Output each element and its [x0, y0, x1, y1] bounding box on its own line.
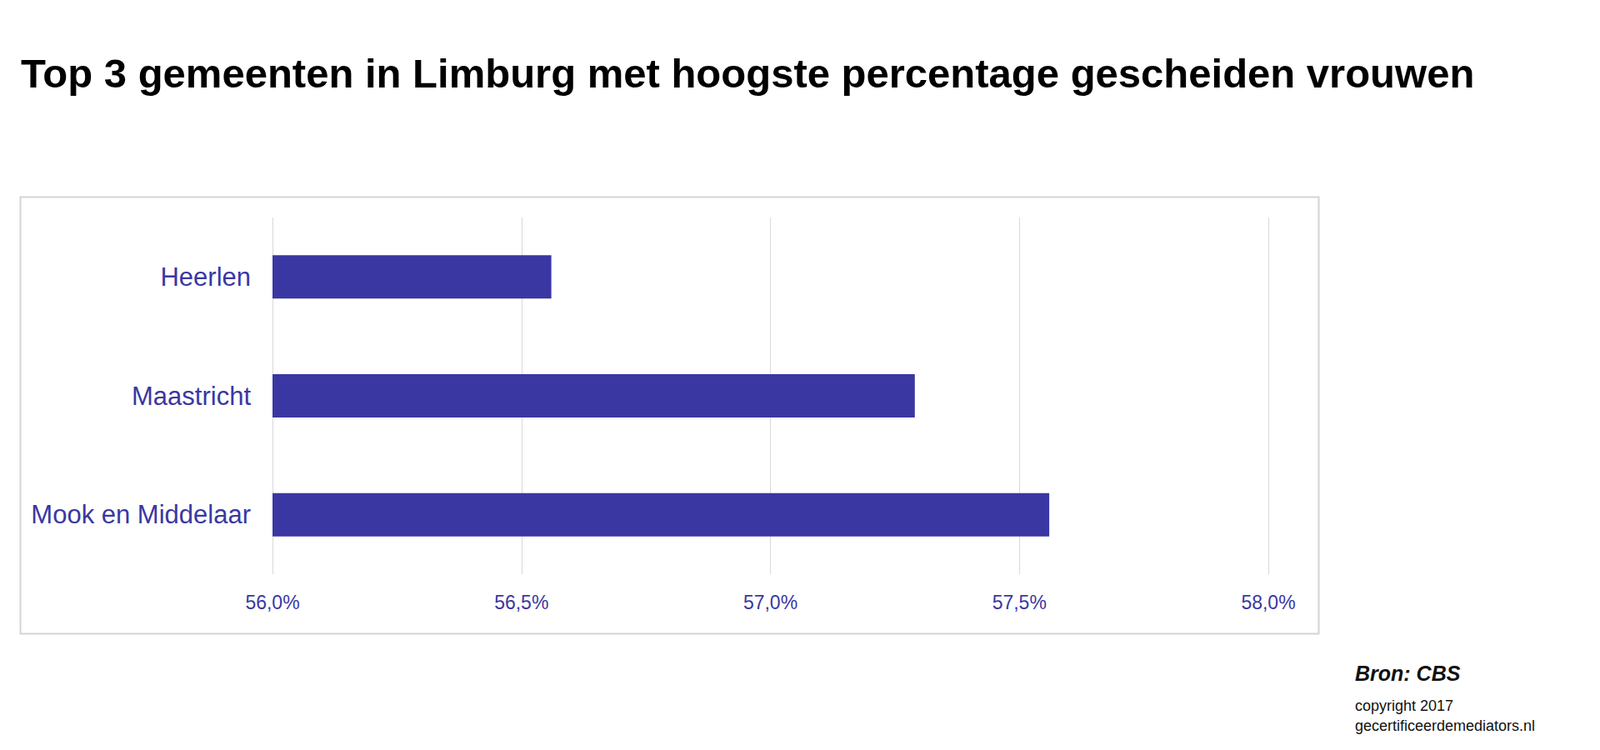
svg-text:58,0%: 58,0% [1240, 591, 1295, 614]
svg-text:Heerlen: Heerlen [160, 262, 251, 292]
svg-text:57,0%: 57,0% [743, 591, 798, 614]
svg-text:Maastricht: Maastricht [131, 381, 251, 411]
svg-text:Bron: CBS: Bron: CBS [1355, 661, 1461, 685]
svg-text:Top 3 gemeenten in Limburg met: Top 3 gemeenten in Limburg met hoogste p… [20, 50, 1475, 96]
svg-text:Mook en Middelaar: Mook en Middelaar [30, 500, 251, 530]
svg-text:56,0%: 56,0% [245, 591, 300, 614]
svg-text:copyright 2017: copyright 2017 [1355, 697, 1454, 715]
svg-text:57,5%: 57,5% [992, 591, 1047, 614]
svg-text:gecertificeerdemediators.nl: gecertificeerdemediators.nl [1355, 717, 1535, 735]
svg-text:56,5%: 56,5% [494, 591, 549, 614]
